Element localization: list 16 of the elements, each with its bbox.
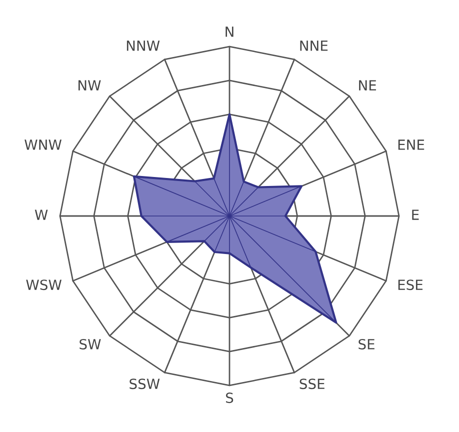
spoke-label: E	[412, 210, 419, 220]
spoke-label: SSE	[300, 378, 324, 390]
spoke-label: SW	[80, 338, 101, 350]
spoke-label: WSW	[26, 280, 62, 290]
spoke-label: W	[34, 210, 48, 220]
spoke-label: NNE	[300, 40, 328, 51]
spoke-label: ENE	[398, 140, 424, 150]
spoke-label: NW	[78, 80, 101, 90]
spoke-label: WNW	[24, 140, 62, 150]
spoke-label: SE	[358, 338, 374, 350]
spoke-label: N	[226, 26, 234, 37]
spoke-label: NNW	[126, 40, 160, 51]
spoke-label: NE	[359, 80, 376, 90]
spoke-label: ESE	[398, 280, 423, 290]
spoke-label: SSW	[130, 378, 160, 390]
spoke-label: S	[226, 392, 234, 404]
